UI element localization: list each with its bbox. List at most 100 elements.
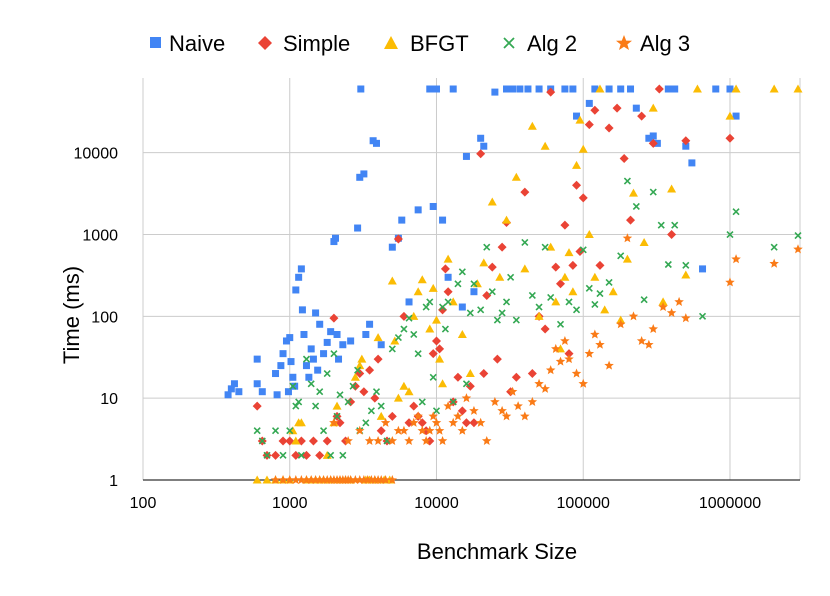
data-point-bfgt	[725, 111, 735, 120]
y-tick-label: 100	[91, 309, 118, 326]
data-point-simple	[469, 418, 479, 428]
data-point-naive	[682, 142, 690, 150]
data-point-naive	[535, 85, 543, 93]
data-point-alg3	[343, 435, 353, 445]
data-point-alg2	[671, 221, 679, 229]
data-point-bfgt	[534, 311, 544, 320]
data-point-bfgt	[575, 115, 585, 124]
data-point-alg2	[286, 427, 294, 435]
data-point-simple	[438, 305, 448, 315]
data-point-bfgt	[291, 436, 301, 445]
data-point-bfgt	[608, 287, 618, 296]
data-point-alg2	[507, 273, 515, 281]
data-point-alg2	[726, 230, 734, 239]
data-point-bfgt	[417, 275, 427, 284]
data-point-bfgt	[390, 336, 400, 345]
data-point-alg3	[409, 417, 419, 427]
data-point-alg3	[527, 396, 538, 406]
data-point-alg3	[393, 425, 404, 435]
data-point-alg3	[417, 425, 428, 435]
data-point-simple	[578, 193, 588, 203]
data-point-naive	[279, 350, 287, 358]
data-point-simple	[453, 372, 463, 382]
data-point-simple	[540, 324, 550, 334]
data-point-simple	[457, 406, 467, 416]
data-point-naive	[298, 306, 306, 314]
legend-marker-bfgt	[384, 36, 398, 49]
data-point-alg3	[725, 277, 735, 287]
data-point-naive	[253, 380, 261, 388]
data-point-alg2	[426, 298, 434, 306]
data-point-simple	[409, 401, 419, 411]
data-point-alg2	[319, 427, 328, 435]
data-point-naive	[292, 286, 300, 294]
data-point-alg3	[399, 425, 409, 435]
data-point-alg2	[493, 316, 501, 324]
data-point-alg3	[310, 475, 321, 485]
data-point-simple	[365, 365, 375, 375]
data-point-bfgt	[479, 258, 489, 267]
data-point-naive	[509, 85, 517, 93]
data-point-alg3	[301, 475, 312, 485]
data-point-naive	[462, 152, 470, 160]
data-point-alg2	[605, 278, 613, 286]
data-point-naive	[449, 85, 457, 93]
data-point-bfgt	[495, 272, 505, 281]
data-point-simple	[443, 287, 453, 297]
data-point-alg2	[367, 407, 375, 415]
data-point-bfgt	[332, 401, 342, 410]
data-point-naive	[273, 391, 281, 399]
data-point-naive	[491, 88, 499, 96]
data-point-alg3	[362, 475, 373, 485]
data-point-alg3	[578, 378, 588, 388]
data-point-alg2	[327, 451, 335, 459]
data-point-alg2	[770, 243, 778, 251]
data-point-alg3	[666, 307, 677, 317]
data-point-naive	[316, 320, 324, 328]
data-point-alg2	[632, 202, 640, 211]
data-point-alg2	[483, 243, 491, 251]
data-point-alg3	[513, 401, 523, 411]
data-point-alg3	[355, 475, 365, 485]
data-point-simple	[612, 103, 622, 113]
data-point-alg3	[376, 475, 386, 485]
legend-marker-simple	[258, 36, 272, 50]
data-point-simple	[626, 215, 636, 225]
data-point-alg2	[316, 388, 324, 396]
data-point-alg3	[437, 435, 448, 445]
data-point-alg2	[295, 398, 303, 406]
legend-marker-naive	[150, 37, 161, 48]
data-point-naive	[649, 132, 657, 140]
data-point-alg2	[372, 388, 381, 396]
data-point-naive	[227, 385, 235, 393]
data-point-simple	[564, 349, 574, 359]
data-point-simple	[511, 372, 521, 382]
data-point-simple	[551, 262, 561, 272]
data-point-alg2	[292, 402, 300, 410]
data-point-alg3	[413, 411, 423, 421]
data-point-naive	[323, 338, 331, 346]
data-point-naive	[339, 341, 347, 349]
data-point-alg3	[501, 411, 512, 421]
data-point-alg2	[253, 427, 261, 435]
data-point-bfgt	[648, 103, 658, 112]
data-point-alg3	[296, 475, 307, 485]
data-point-naive	[617, 85, 625, 93]
data-point-simple	[527, 369, 537, 379]
data-point-alg3	[551, 343, 561, 353]
data-point-alg2	[682, 261, 690, 269]
data-point-simple	[560, 220, 570, 230]
data-point-alg3	[364, 435, 375, 445]
data-point-naive	[726, 85, 734, 93]
data-point-alg3	[428, 411, 438, 421]
data-point-alg3	[380, 417, 391, 427]
data-point-bfgt	[252, 475, 262, 484]
data-point-naive	[286, 334, 294, 342]
legend-marker-alg3	[616, 35, 632, 50]
data-point-bfgt	[584, 230, 594, 239]
data-point-bfgt	[399, 381, 409, 390]
data-point-bfgt	[622, 254, 632, 263]
data-point-alg3	[404, 435, 414, 445]
data-point-simple	[440, 264, 450, 274]
data-point-simple	[546, 87, 556, 97]
